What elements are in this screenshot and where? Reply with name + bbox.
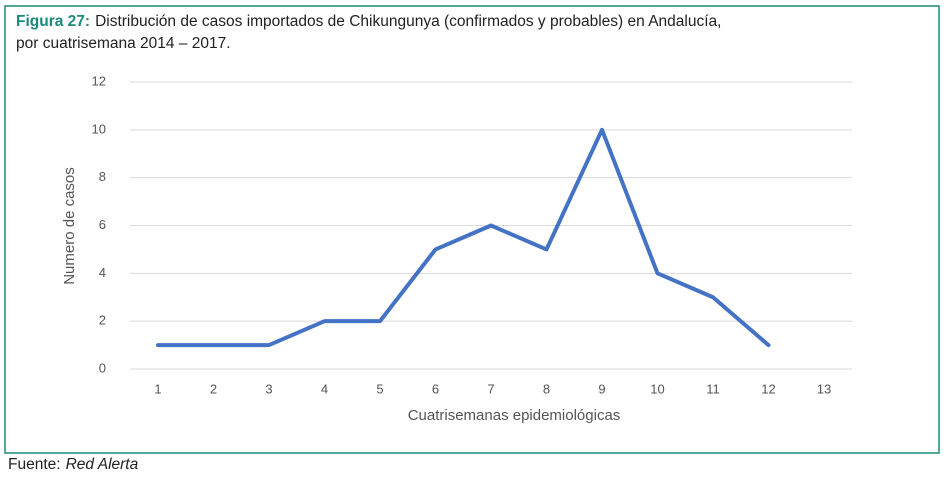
x-tick-label: 12: [761, 381, 775, 396]
y-tick-label: 12: [92, 73, 106, 88]
x-tick-label: 2: [210, 381, 217, 396]
y-tick-label: 4: [99, 265, 106, 280]
source-label: Fuente:: [8, 456, 61, 473]
x-tick-label: 9: [598, 381, 605, 396]
x-tick-label: 5: [376, 381, 383, 396]
source: Fuente: Red Alerta: [8, 456, 139, 473]
x-tick-label: 10: [650, 381, 664, 396]
y-tick-label: 8: [99, 169, 106, 184]
x-tick-label: 4: [321, 381, 328, 396]
x-axis-title: Cuatrisemanas epidemiológicas: [408, 407, 621, 424]
x-tick-label: 13: [817, 381, 831, 396]
title-line: por cuatrisemana 2014 – 2017.: [16, 35, 231, 52]
frame: [4, 5, 940, 454]
y-tick-label: 10: [92, 121, 106, 136]
x-tick-label: 7: [487, 381, 494, 396]
x-tick-label: 11: [706, 381, 720, 396]
line: [156, 127, 771, 348]
y-tick-label: 0: [99, 360, 106, 375]
title-prefix: Figura 27:: [16, 13, 90, 30]
source-name: Red Alerta: [66, 456, 139, 473]
chart-title: Figura 27: Distribución de casos importad…: [16, 13, 721, 30]
x-tick-label: 3: [265, 381, 272, 396]
y-tick-label: 6: [99, 217, 106, 232]
x-tick-label: 1: [154, 381, 161, 396]
y-tick-label: 2: [99, 313, 106, 328]
y-axis-title: Numero de casos: [61, 167, 78, 285]
x-tick-label: 8: [543, 381, 550, 396]
x-tick-label: 6: [432, 381, 439, 396]
title-line: Distribución de casos importados de Chik…: [95, 13, 721, 30]
